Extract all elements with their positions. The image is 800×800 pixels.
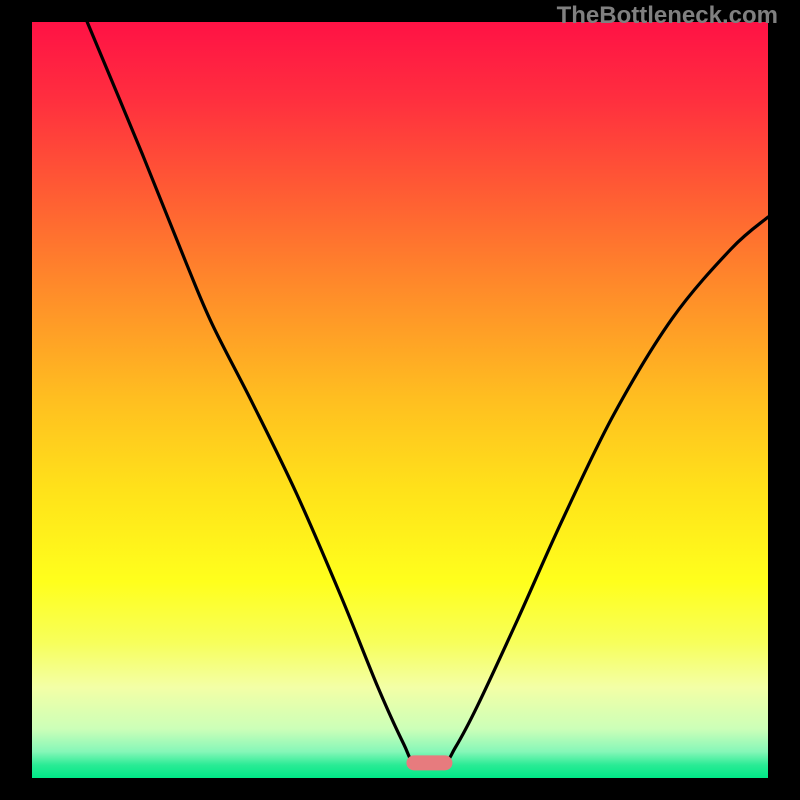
optimal-marker: [406, 755, 452, 770]
watermark-text: TheBottleneck.com: [557, 2, 778, 30]
chart-svg: [32, 22, 768, 778]
chart-plot-area: [32, 22, 768, 778]
gradient-background: [32, 22, 768, 778]
